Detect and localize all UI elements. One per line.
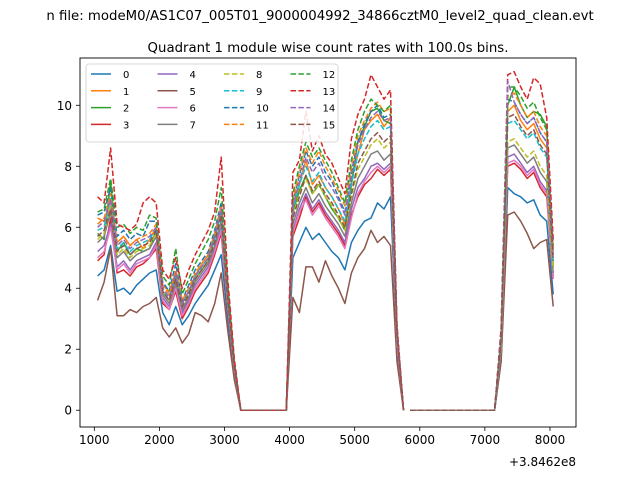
legend-label: 5 (190, 87, 196, 98)
legend-item-6[interactable]: 6 (157, 104, 196, 115)
legend-label: 12 (323, 70, 336, 81)
legend-label: 7 (190, 120, 196, 131)
x-tick-label: 8000 (535, 433, 566, 447)
series-15-line (410, 113, 554, 411)
y-tick-label: 2 (64, 343, 72, 357)
x-axis-offset-label: +3.8462e8 (509, 455, 576, 469)
series-13-line (97, 74, 405, 411)
series-15 (97, 113, 554, 411)
legend-label: 13 (323, 87, 336, 98)
legend-label: 8 (256, 70, 262, 81)
legend-item-11[interactable]: 11 (224, 120, 269, 131)
axes-frame (79, 57, 577, 428)
legend-item-15[interactable]: 15 (290, 120, 336, 131)
series-14-line (97, 110, 405, 411)
y-tick-label: 4 (64, 282, 72, 296)
legend-label: 2 (123, 104, 129, 115)
y-tick-label: 10 (57, 99, 72, 113)
legend-frame (85, 63, 339, 143)
y-tick-label: 6 (64, 221, 72, 235)
series-15-line (97, 131, 405, 411)
x-tick-label: 7000 (470, 433, 501, 447)
legend-label: 1 (123, 87, 129, 98)
legend-item-5[interactable]: 5 (157, 87, 196, 98)
legend-label: 11 (256, 120, 269, 131)
x-tick-label: 6000 (405, 433, 436, 447)
legend-item-13[interactable]: 13 (290, 87, 336, 98)
legend-label: 14 (323, 104, 336, 115)
legend-label: 10 (256, 104, 269, 115)
chart-title: Quadrant 1 module wise count rates with … (148, 41, 509, 56)
legend-item-1[interactable]: 1 (91, 87, 129, 98)
legend-item-2[interactable]: 2 (91, 104, 129, 115)
legend-item-4[interactable]: 4 (157, 70, 196, 81)
series-8-line (97, 138, 405, 411)
x-tick-label: 4000 (274, 433, 305, 447)
legend-item-12[interactable]: 12 (290, 70, 336, 81)
x-tick-label: 2000 (144, 433, 175, 447)
legend-item-8[interactable]: 8 (224, 70, 262, 81)
x-tick-label: 5000 (339, 433, 370, 447)
legend-item-0[interactable]: 0 (91, 70, 129, 81)
legend-label: 6 (190, 104, 196, 115)
legend-item-9[interactable]: 9 (224, 87, 262, 98)
y-tick-label: 0 (64, 404, 72, 418)
legend-item-3[interactable]: 3 (91, 120, 129, 131)
legend-label: 4 (190, 70, 196, 81)
legend-label: 15 (323, 120, 336, 131)
legend-item-14[interactable]: 14 (290, 104, 336, 115)
legend-label: 0 (123, 70, 129, 81)
figure-suptitle: n file: modeM0/AS1C07_005T01_9000004992_… (46, 9, 593, 24)
series-layer (96, 70, 554, 411)
x-axis: 1000 2000 3000 4000 5000 6000 7000 8000 (79, 427, 565, 447)
x-tick-label: 1000 (79, 433, 110, 447)
legend-label: 9 (256, 87, 262, 98)
y-axis: 0 2 4 6 8 10 (57, 99, 80, 418)
legend-item-10[interactable]: 10 (224, 104, 269, 115)
x-tick-label: 3000 (209, 433, 240, 447)
y-tick-label: 8 (64, 160, 72, 174)
legend-label: 3 (123, 120, 129, 131)
series-12-line (97, 98, 405, 411)
legend-item-7[interactable]: 7 (157, 120, 196, 131)
